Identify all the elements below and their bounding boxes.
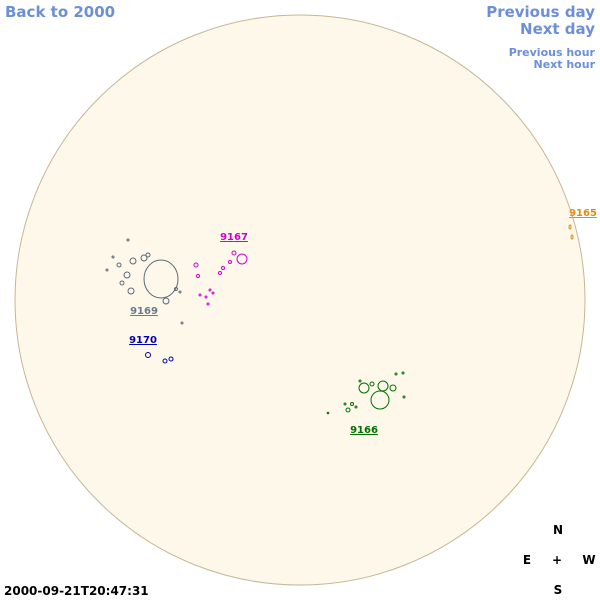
compass-north: N: [553, 523, 563, 537]
compass-west: W: [582, 553, 595, 567]
back-link[interactable]: Back to 2000: [5, 3, 115, 21]
spot-group: [105, 238, 184, 325]
spot-group: [193, 250, 248, 306]
spot-group: [326, 371, 406, 415]
compass-east: E: [523, 553, 531, 567]
region-label[interactable]: 9170: [129, 335, 157, 346]
region-label[interactable]: 9165: [569, 208, 597, 219]
previous-hour-link[interactable]: Previous hour: [509, 46, 596, 59]
region-label[interactable]: 9166: [350, 425, 378, 436]
spot-group: [145, 352, 174, 364]
timestamp: 2000-09-21T20:47:31: [4, 584, 149, 598]
next-hour-link[interactable]: Next hour: [534, 58, 596, 71]
previous-day-link[interactable]: Previous day: [486, 3, 595, 21]
compass-south: S: [554, 583, 563, 597]
region-label[interactable]: 9167: [220, 232, 248, 243]
compass-center: +: [552, 553, 562, 567]
next-day-link[interactable]: Next day: [520, 20, 595, 38]
region-label[interactable]: 9169: [130, 306, 158, 317]
solar-disk: [14, 14, 586, 586]
spot-group: [568, 224, 574, 240]
